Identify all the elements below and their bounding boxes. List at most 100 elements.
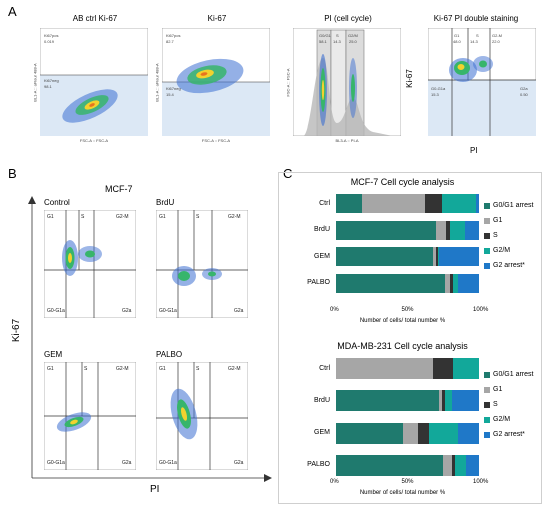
legend-swatch	[484, 263, 490, 269]
legend-swatch	[484, 233, 490, 239]
chart2-tick-label: 0%	[330, 479, 339, 485]
gate-a1-pos-value: 0.019	[44, 39, 55, 44]
gate-a4-g2m-value: 22.0	[492, 39, 501, 44]
gate-a4-g2a-value: 0.50	[520, 92, 529, 97]
panel-b-xlabel: PI	[150, 484, 160, 495]
b3-s-label: S	[84, 366, 88, 372]
legend-label: G1	[493, 386, 503, 393]
gate-a1-neg-label: Ki67neg	[44, 78, 59, 83]
chart1-bar-segment	[336, 194, 362, 213]
legend-swatch	[484, 432, 490, 438]
gate-a1-neg-value: 98.1	[44, 84, 53, 89]
legend-label: S	[493, 232, 498, 239]
gate-a4-g1-label: G1	[454, 33, 460, 38]
b4-s-label: S	[196, 366, 200, 372]
chart2-bar-segment	[457, 422, 479, 444]
gate-a3-s-label: S	[336, 33, 339, 38]
plot-a1-xlabel: FSC-A :: FSC-A	[79, 138, 109, 143]
legend-label: G0/G1 arrest	[493, 202, 534, 209]
b3-g2m-label: G2-M	[116, 366, 129, 372]
chart1-bar-segment	[437, 247, 439, 266]
chart2-bar-segment	[433, 358, 454, 379]
gate-a4-s-value: 14.3	[470, 39, 479, 44]
chart1-bar-segment	[453, 273, 458, 293]
plot-b-control-title: Control	[44, 198, 70, 207]
chart1-xlabel: Number of cells/ total number %	[359, 318, 446, 324]
b4-g2a-label: G2a	[234, 460, 244, 466]
chart1-bar-segment	[450, 273, 454, 293]
b2-g2m-label: G2-M	[228, 214, 241, 220]
flow-plot-brdu: G1 S G2-M G0-G1a G2a	[156, 210, 248, 318]
chart2-bar-segment	[336, 422, 404, 444]
chart1-bar-segment	[436, 247, 438, 266]
legend-swatch	[484, 218, 490, 224]
gate-a4-g0-label: G0-G1a	[431, 86, 446, 91]
chart1-category-label: GEM	[314, 252, 330, 260]
gate-a1-pos-label: Ki67pos	[44, 33, 58, 38]
chart1-bar-segment	[336, 273, 445, 293]
chart2-xlabel: Number of cells/ total number %	[359, 490, 446, 496]
gate-a2-neg-value: 15.4	[166, 92, 175, 97]
chart1-bar-segment	[441, 194, 477, 213]
legend-label: G0/G1 arrest	[493, 371, 534, 378]
gate-a3-g2-value: 25.0	[349, 39, 358, 44]
gate-a2-neg-label: Ki67neg	[166, 86, 181, 91]
plot-a2-title: Ki-67	[207, 14, 227, 23]
plot-b-gem-title: GEM	[44, 350, 63, 359]
gate-a4-g0-value: 15.3	[431, 92, 440, 97]
chart2-bar-segment	[428, 422, 458, 444]
gate-a4-s-label: S	[476, 33, 479, 38]
gate-a4-g1-value: 48.0	[453, 39, 462, 44]
legend-label: G2 arrest*	[493, 431, 525, 438]
flow-plot-gem: G1 S G2-M G0-G1a G2a	[44, 362, 136, 470]
legend-swatch	[484, 402, 490, 408]
plot-a4-title: Ki-67 PI double staining	[433, 14, 519, 23]
b1-g2a-label: G2a	[122, 308, 132, 314]
b4-g2m-label: G2-M	[228, 366, 241, 372]
chart1-category-label: Ctrl	[319, 199, 330, 207]
b4-g1-label: G1	[159, 366, 166, 372]
chart2-bar-segment	[403, 422, 418, 444]
b4-g0-label: G0-G1a	[159, 460, 177, 466]
legend-label: G2/M	[493, 247, 511, 254]
b3-g2a-label: G2a	[122, 460, 132, 466]
chart2-tick-label: 50%	[401, 479, 414, 485]
flow-plot-control: G1 S G2-M G0-G1a G2a	[44, 210, 136, 318]
b1-g1-label: G1	[47, 214, 54, 220]
gate-a2-pos-value: 82.7	[166, 39, 175, 44]
chart2-bar-segment	[441, 390, 445, 412]
legend-label: S	[493, 401, 498, 408]
panel-c-frame	[278, 172, 542, 504]
flow-plot-palbo: G1 S G2-M G0-G1a G2a	[156, 362, 248, 470]
chart2-bar-segment	[454, 454, 467, 476]
legend-label: G1	[493, 217, 503, 224]
panel-letter-a: A	[8, 4, 17, 19]
chart1-category-label: BrdU	[314, 226, 330, 233]
chart2-category-label: GEM	[314, 429, 330, 437]
plot-a4-xlabel: PI	[470, 146, 478, 155]
legend-swatch	[484, 417, 490, 423]
chart2-bar-segment	[466, 454, 479, 476]
plot-b-brdu-title: BrdU	[156, 198, 175, 207]
chart2-category-label: PALBO	[307, 461, 330, 469]
legend-swatch	[484, 387, 490, 393]
legend-swatch	[484, 372, 490, 378]
chart1-bar-segment	[476, 194, 479, 213]
chart2-bar-segment	[444, 390, 452, 412]
gate-a3-g0-value: 58.1	[319, 39, 328, 44]
chart1-bar-segment	[444, 273, 451, 293]
b2-g2a-label: G2a	[234, 308, 244, 314]
b3-g0-label: G0-G1a	[47, 460, 65, 466]
chart1-bar-segment	[361, 194, 425, 213]
b1-g2m-label: G2-M	[116, 214, 129, 220]
chart1-bar-segment	[464, 220, 479, 240]
chart2-tick-label: 100%	[473, 479, 489, 485]
gate-a3-s-value: 14.3	[333, 39, 342, 44]
gate-a3-g2-label: G2/M	[348, 33, 358, 38]
chart2-bar-segment	[451, 454, 455, 476]
panel-letter-c: C	[283, 166, 293, 181]
flow-plot-pi: G0/G1 58.1 S 14.3 G2/M 25.0	[293, 28, 401, 136]
legend-label: G2/M	[493, 416, 511, 423]
panel-letter-b: B	[8, 166, 17, 181]
gate-a2-pos-label: Ki67pos	[166, 33, 180, 38]
